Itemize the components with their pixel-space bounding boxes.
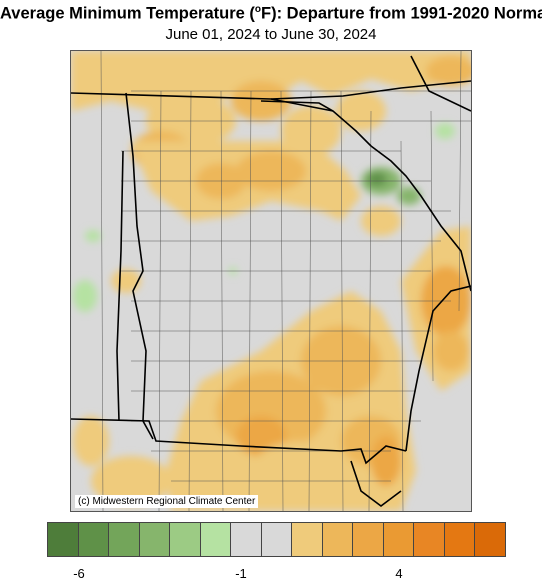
legend-swatch-7: [230, 522, 262, 557]
color-legend: [47, 522, 506, 557]
al-ga-border: [125, 92, 154, 440]
ms-al-border: [116, 150, 124, 422]
legend-swatch-14: [443, 522, 475, 557]
legend-swatch-1: [47, 522, 79, 557]
title-text-suffix: F): Departure from 1991-2020 Normals: [261, 4, 542, 23]
legend-swatch-2: [77, 522, 109, 557]
legend-swatch-5: [169, 522, 201, 557]
legend-swatch-10: [321, 522, 353, 557]
legend-swatch-9: [291, 522, 323, 557]
legend-tick-2: -1: [235, 566, 247, 581]
map-title: Average Minimum Temperature (oF): Depart…: [0, 4, 542, 24]
legend-tick-3: 4: [395, 566, 403, 581]
legend-swatch-6: [199, 522, 231, 557]
legend-swatch-15: [474, 522, 506, 557]
legend-swatch-12: [382, 522, 414, 557]
legend-tick-1: -6: [73, 566, 85, 581]
temperature-departure-map: [71, 51, 471, 511]
legend-swatch-11: [352, 522, 384, 557]
legend-swatch-8: [260, 522, 292, 557]
map-credit: (c) Midwestern Regional Climate Center: [75, 495, 259, 508]
tn-nc-border: [71, 80, 471, 100]
title-text-prefix: Average Minimum Temperature (: [0, 4, 255, 23]
map-panel: (c) Midwestern Regional Climate Center: [70, 50, 472, 512]
state-boundaries: [71, 55, 471, 507]
ga-sc-border: [260, 100, 471, 292]
county-boundaries: [100, 51, 471, 511]
nc-sc-border: [410, 55, 471, 112]
legend-swatch-13: [413, 522, 445, 557]
ga-fl-border: [71, 418, 407, 465]
legend-swatch-4: [138, 522, 170, 557]
legend-swatch-3: [108, 522, 140, 557]
title-degree-sup: o: [254, 4, 262, 15]
ga-coastline: [405, 285, 471, 452]
map-subtitle: June 01, 2024 to June 30, 2024: [165, 26, 377, 43]
